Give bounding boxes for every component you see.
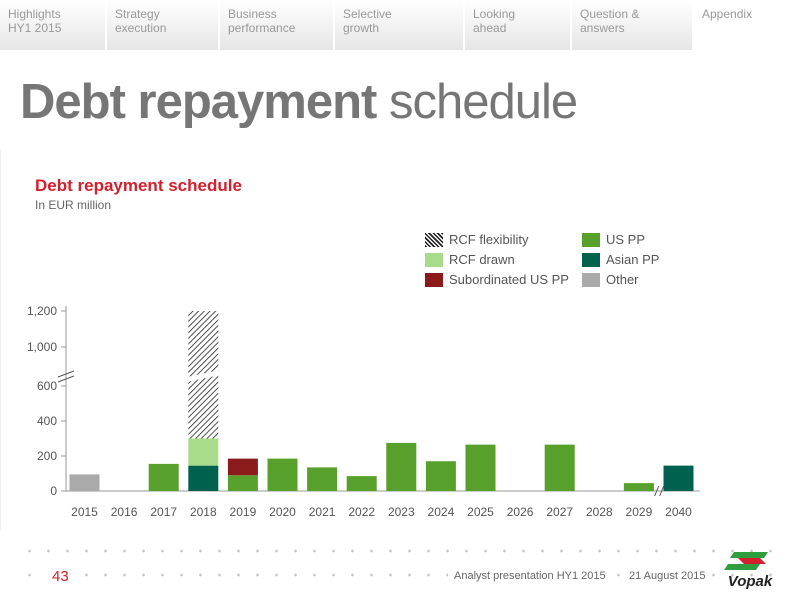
y-tick-label: 1,000 [27, 340, 57, 354]
tab-label: Business [228, 7, 277, 21]
bar-us-pp [465, 444, 496, 491]
y-axis-break-mark [57, 375, 75, 383]
tab-selective-growth[interactable]: Selective growth [335, 0, 465, 50]
tab-label: Highlights [8, 7, 61, 21]
legend-swatch [582, 232, 600, 247]
x-tick-label: 2019 [230, 505, 257, 519]
page-title-regular: schedule [376, 75, 578, 129]
tab-label: Looking [473, 7, 516, 21]
legend-label: RCF flexibility [449, 232, 529, 247]
tab-strategy-execution[interactable]: Strategy execution [107, 0, 220, 50]
x-tick-label: 2027 [546, 505, 573, 519]
bar-rcf-drawn [188, 438, 219, 466]
divider [0, 150, 1, 530]
tab-appendix[interactable]: Appendix [694, 0, 800, 50]
x-tick-label: 2029 [626, 505, 653, 519]
tab-business-performance[interactable]: Business performance [220, 0, 335, 50]
x-tick-label: 2024 [428, 505, 455, 519]
x-axis-break-mark [659, 485, 665, 497]
bar-chart: 0 200 400 600 1,000 1,200 2015 2016 2017 2018 2019… [27, 304, 700, 519]
legend-swatch [425, 272, 443, 287]
x-tick-label: 2021 [309, 505, 336, 519]
legend-swatch [425, 232, 443, 247]
tab-questions-answers[interactable]: Question & answers [572, 0, 694, 50]
legend-item: RCF flexibility [425, 232, 528, 247]
legend-item: Other [582, 272, 639, 287]
legend-swatch [582, 252, 600, 267]
x-tick-label: 2020 [269, 505, 296, 519]
tab-label: Question & [580, 7, 640, 21]
tab-label: Appendix [702, 7, 753, 21]
bar-subordinated-us-pp [227, 458, 258, 476]
legend-item: RCF drawn [425, 252, 515, 267]
bar-us-pp [307, 467, 338, 491]
legend-label: Asian PP [606, 252, 660, 267]
legend-label: US PP [606, 232, 646, 247]
legend-swatch [582, 272, 600, 287]
y-axis-break-mark [57, 370, 75, 378]
y-tick-label: 0 [50, 484, 57, 498]
tab-label: HY1 2015 [8, 21, 62, 35]
logo-text: Vopak [728, 573, 773, 590]
legend-swatch [425, 252, 443, 267]
tab-label: ahead [473, 21, 507, 35]
bar-us-pp [386, 442, 417, 491]
tab-label: execution [115, 21, 167, 35]
x-tick-label: 2016 [111, 505, 138, 519]
section-nav: Highlights HY1 2015 Strategy execution Bus… [0, 0, 800, 50]
chart-subtitle: In EUR million [35, 198, 112, 212]
bar-us-pp [148, 463, 179, 491]
x-tick-label: 2022 [348, 505, 375, 519]
page-title: Debt repayment schedule [20, 74, 578, 130]
tab-label: answers [580, 21, 625, 35]
tab-looking-ahead[interactable]: Looking ahead [465, 0, 572, 50]
footer-date: 21 August 2015 [623, 570, 712, 582]
bar-break-gap [182, 369, 225, 383]
x-axis-break-mark [654, 485, 660, 497]
bar-us-pp [425, 461, 456, 491]
vopak-logo: Vopak [724, 552, 773, 590]
bar-asian-pp [188, 465, 219, 491]
bar-us-pp [544, 444, 575, 491]
tab-label: Strategy [115, 7, 160, 21]
x-tick-label: 2028 [586, 505, 613, 519]
page-number: 43 [46, 568, 75, 585]
bar-us-pp [227, 475, 258, 491]
y-tick-label: 1,200 [27, 304, 57, 318]
tab-label: Selective [343, 7, 392, 21]
bar-other [69, 474, 100, 491]
footer-dots-bottom [20, 573, 780, 577]
footer-dots-top [20, 549, 780, 553]
x-tick-label: 2018 [190, 505, 217, 519]
x-tick-label: 2017 [150, 505, 177, 519]
tab-highlights[interactable]: Highlights HY1 2015 [0, 0, 107, 50]
x-tick-label: 2040 [665, 505, 692, 519]
legend-item: US PP [582, 232, 645, 247]
y-tick-label: 600 [37, 379, 57, 393]
legend-item: Subordinated US PP [425, 272, 569, 287]
bar-us-pp [346, 476, 377, 491]
x-tick-label: 2015 [71, 505, 98, 519]
y-tick-label: 400 [37, 414, 57, 428]
legend-label: RCF drawn [449, 252, 515, 267]
x-tick-label: 2023 [388, 505, 415, 519]
bar-asian-pp [663, 465, 694, 491]
legend-label: Other [606, 272, 639, 287]
tab-label: growth [343, 21, 380, 35]
legend-label: Subordinated US PP [449, 272, 569, 287]
x-tick-label: 2026 [507, 505, 534, 519]
y-tick-label: 200 [37, 449, 57, 463]
footer-presentation: Analyst presentation HY1 2015 [448, 570, 612, 582]
page-title-bold: Debt repayment [20, 75, 377, 129]
chart-title: Debt repayment schedule [35, 176, 242, 195]
tab-label: performance [228, 21, 296, 35]
bar-us-pp [267, 458, 298, 491]
legend-item: Asian PP [582, 252, 659, 267]
x-tick-label: 2025 [467, 505, 494, 519]
bar-us-pp [623, 483, 654, 491]
